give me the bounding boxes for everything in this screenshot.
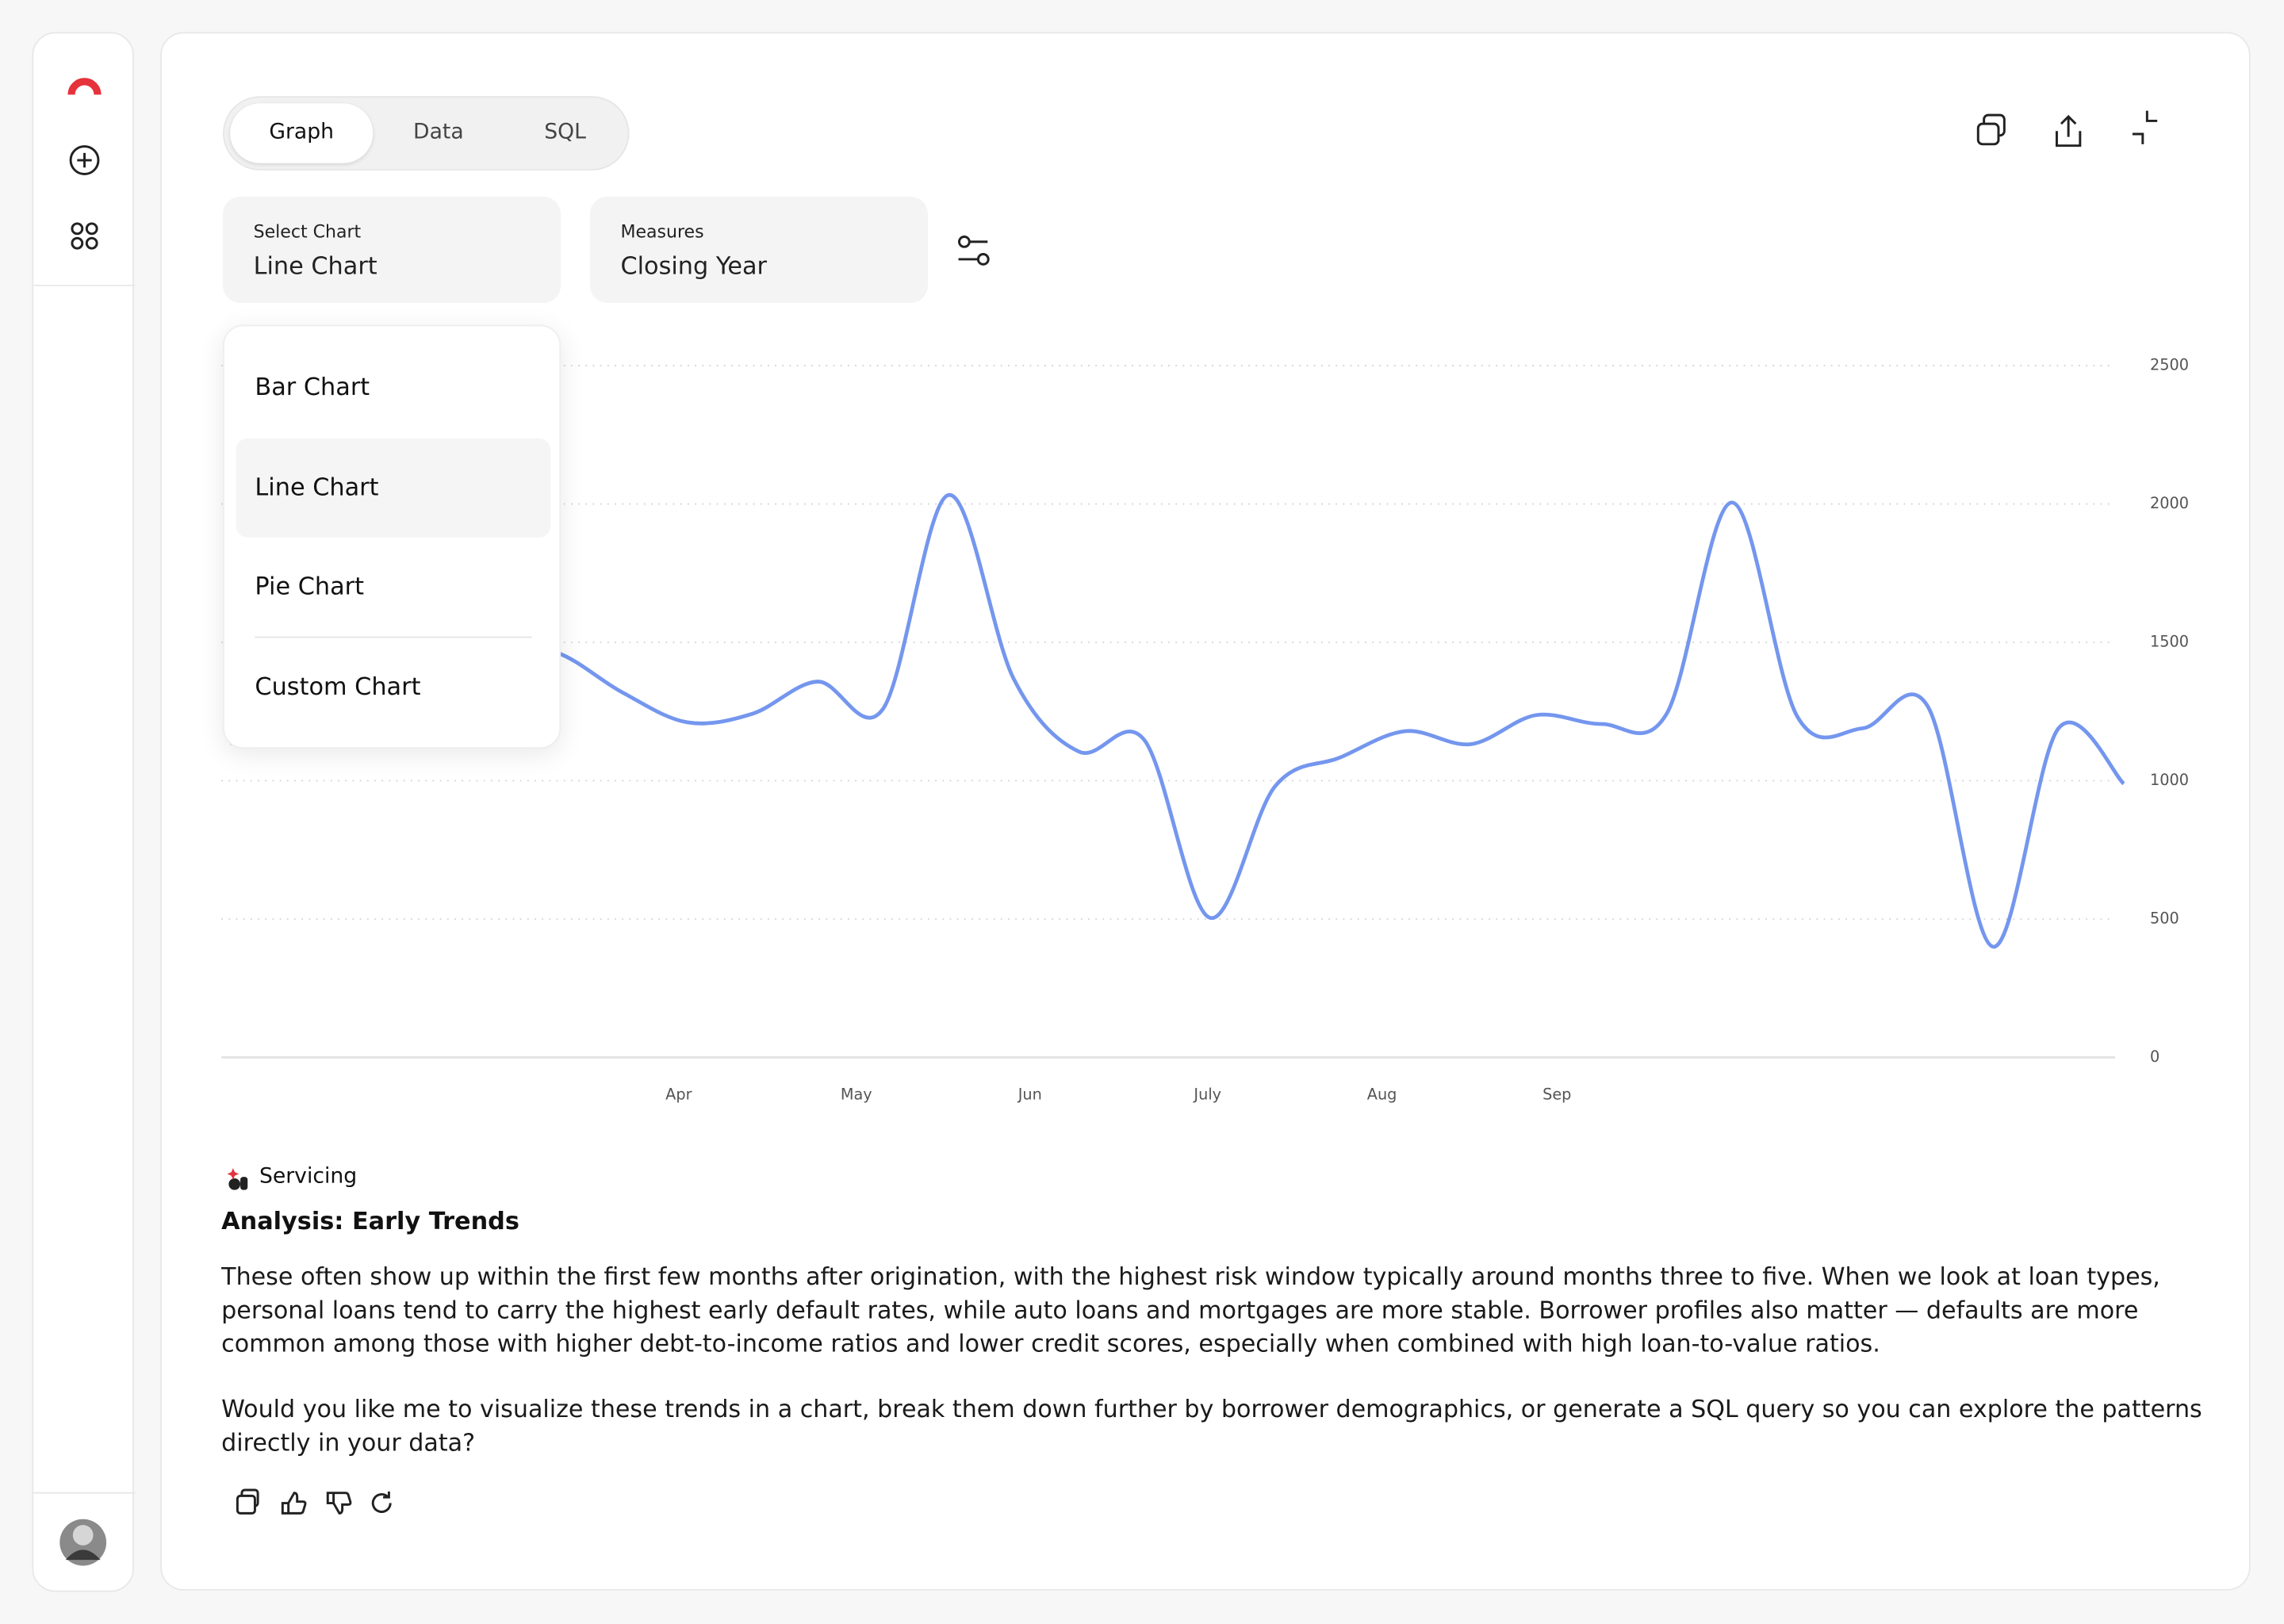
x-tick-label: Aug bbox=[1367, 1086, 1397, 1104]
y-tick-label: 1000 bbox=[2150, 771, 2189, 789]
message-paragraph: Would you like me to visualize these tre… bbox=[221, 1395, 2202, 1457]
logo bbox=[67, 78, 102, 95]
message-source: Servicing bbox=[259, 1165, 358, 1189]
menu-option[interactable]: Custom Chart bbox=[255, 672, 421, 701]
measures-select[interactable]: Measures Closing Year bbox=[589, 196, 928, 304]
y-tick-label: 500 bbox=[2150, 910, 2179, 928]
y-tick-label: 1500 bbox=[2150, 633, 2189, 651]
menu-option[interactable]: Line Chart bbox=[236, 438, 551, 538]
tab[interactable]: Graph bbox=[230, 103, 374, 163]
x-tick-label: Apr bbox=[665, 1086, 692, 1104]
select-value: Line Chart bbox=[253, 251, 377, 280]
chart-menu: Bar Chart Line Chart Pie Chart Custom Chart bbox=[223, 324, 561, 749]
new-icon[interactable] bbox=[69, 145, 100, 175]
servicing-icon bbox=[227, 1168, 248, 1190]
sidebar-icons bbox=[33, 78, 136, 1566]
menu-option[interactable]: Bar Chart bbox=[255, 373, 370, 401]
apps-icon[interactable] bbox=[71, 222, 98, 250]
x-tick-label: Jun bbox=[1017, 1086, 1042, 1104]
message-paragraph: These often show up within the first few… bbox=[221, 1262, 2160, 1358]
message-title: Analysis: Early Trends bbox=[221, 1207, 519, 1235]
x-tick-label: Sep bbox=[1542, 1086, 1571, 1104]
tab[interactable]: SQL bbox=[544, 121, 586, 144]
select-label: Select Chart bbox=[253, 221, 362, 242]
sidebar bbox=[32, 32, 136, 1592]
measures-label: Measures bbox=[620, 221, 704, 242]
measures-value: Closing Year bbox=[620, 251, 768, 280]
tab[interactable]: Data bbox=[413, 121, 464, 144]
x-tick-label: July bbox=[1193, 1086, 1221, 1104]
y-tick-label: 0 bbox=[2150, 1048, 2159, 1066]
select-chart[interactable]: Select Chart Line Chart bbox=[223, 196, 561, 304]
view-tabs: Graph Data SQL bbox=[223, 96, 630, 170]
y-tick-label: 2000 bbox=[2150, 494, 2189, 512]
menu-option[interactable]: Pie Chart bbox=[255, 573, 365, 601]
menu-separator bbox=[255, 636, 532, 638]
line-series bbox=[229, 492, 2125, 949]
x-tick-label: May bbox=[841, 1086, 872, 1104]
y-tick-label: 2500 bbox=[2150, 356, 2189, 374]
